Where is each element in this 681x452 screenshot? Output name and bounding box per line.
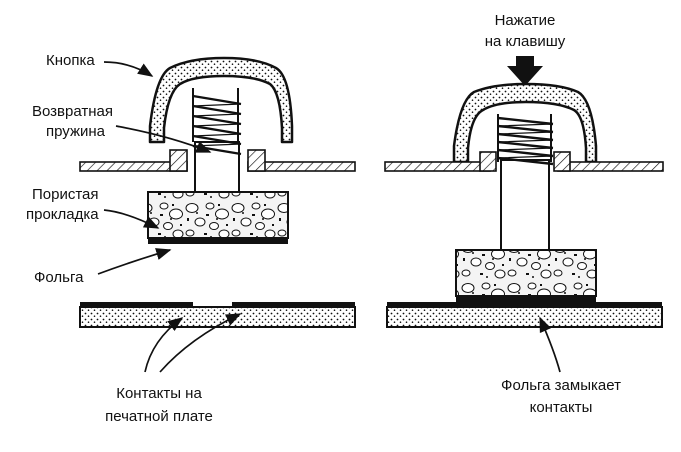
arrow-to-foil — [97, 248, 172, 275]
foil-layer — [148, 238, 288, 244]
return-spring-compressed — [497, 116, 554, 166]
leader-arrows — [97, 61, 561, 373]
label-press-line1: Нажатие — [494, 12, 556, 29]
plunger-stem-pressed — [500, 159, 550, 251]
label-press-line2: на клавишу — [484, 33, 566, 50]
label-pad-line1: Пористая — [32, 186, 99, 203]
label-spring-line1: Возвратная — [32, 103, 113, 120]
board-contact-left-pressed — [387, 302, 499, 307]
foil-layer-pressed — [456, 296, 596, 302]
press-arrow — [507, 56, 543, 86]
board-contact-right — [232, 302, 355, 307]
arrow-to-key-cap — [103, 61, 154, 77]
return-spring — [192, 94, 242, 156]
mounting-plate-left-pressed — [384, 161, 491, 172]
arrow-to-contact-right — [159, 313, 242, 373]
label-pad-line2: прокладка — [26, 206, 99, 223]
label-button: Кнопка — [46, 52, 95, 69]
label-closes-line1: Фольга замыкает — [501, 377, 621, 394]
label-contacts-line1: Контакты на — [116, 385, 202, 402]
board-contact-right-pressed — [540, 302, 662, 307]
circuit-board-pressed — [386, 306, 663, 328]
mounting-plate-right-pressed — [557, 161, 664, 172]
porous-pad — [147, 191, 289, 239]
key-cap — [148, 56, 294, 144]
arrow-to-spring — [115, 125, 212, 153]
released-key-assembly — [79, 56, 356, 328]
label-closes-line2: контакты — [529, 399, 593, 416]
arrow-to-foil-contact — [539, 316, 561, 373]
key-cap-pressed — [452, 82, 598, 164]
arrow-to-contact-left — [144, 317, 184, 373]
label-contacts-line2: печатной плате — [105, 408, 213, 425]
porous-pad-pressed — [455, 249, 597, 297]
label-spring-line2: пружина — [46, 123, 106, 140]
board-contact-left — [80, 302, 193, 307]
label-foil: Фольга — [34, 269, 84, 286]
circuit-board — [79, 306, 356, 328]
pressed-key-assembly — [384, 56, 664, 328]
arrow-to-pad — [103, 209, 160, 229]
